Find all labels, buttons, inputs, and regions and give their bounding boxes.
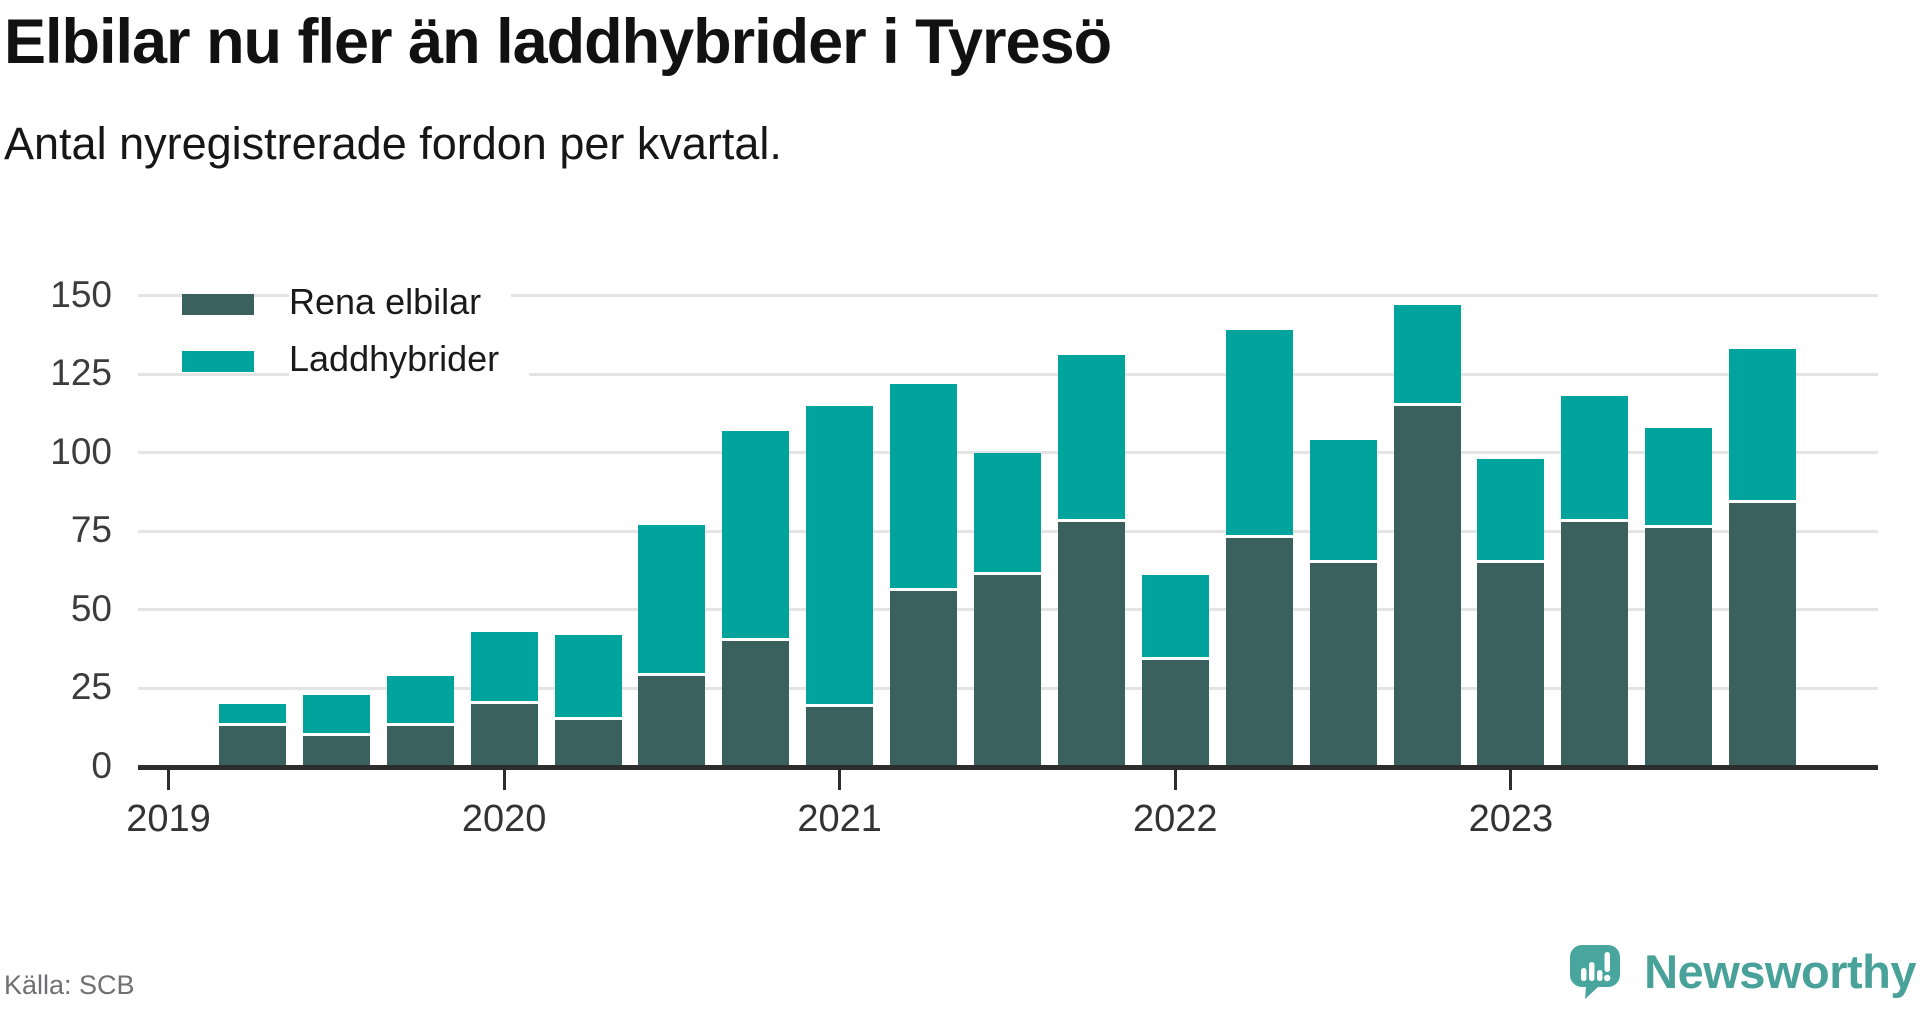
y-axis-label-100: 100 (50, 430, 112, 472)
bar-segment-rena-elbilar (1225, 537, 1293, 770)
bar-segment-rena-elbilar (1309, 562, 1377, 770)
bar-segment-laddhybrider (1393, 304, 1461, 406)
bar-segment-rena-elbilar (218, 726, 286, 770)
bar-segment-rena-elbilar (386, 726, 454, 770)
x-axis-tick-2023 (1509, 770, 1513, 790)
bar-segment-laddhybrider (1309, 440, 1377, 563)
legend-label: Laddhybrider (289, 336, 530, 386)
x-axis-label-2020: 2020 (461, 798, 547, 840)
legend-swatch-dark (182, 293, 254, 315)
bar-segment-laddhybrider (974, 452, 1041, 576)
bar-segment-laddhybrider (890, 383, 958, 591)
bar-segment-laddhybrider (218, 704, 286, 727)
bar-segment-rena-elbilar (302, 735, 370, 770)
source-credit: Källa: SCB (4, 970, 135, 1000)
bar-segment-rena-elbilar (974, 575, 1041, 770)
bar-segment-laddhybrider (1477, 458, 1545, 563)
x-axis-tick-2022 (1173, 770, 1177, 790)
bar-segment-rena-elbilar (1729, 502, 1797, 770)
bar-segment-rena-elbilar (470, 704, 538, 770)
bar-segment-laddhybrider (1141, 575, 1209, 661)
bar-segment-laddhybrider (470, 631, 538, 705)
bar-segment-laddhybrider (1225, 330, 1293, 538)
x-axis-tick-2019 (167, 770, 170, 790)
bar-segment-laddhybrider (302, 694, 370, 736)
bar-segment-rena-elbilar (1561, 521, 1629, 770)
page-title: Elbilar nu fler än laddhybrider i Tyresö (4, 7, 1112, 77)
page-subtitle: Antal nyregistrerade fordon per kvartal. (4, 118, 782, 169)
newsworthy-bubble-icon (1570, 944, 1621, 999)
bar-segment-rena-elbilar (554, 719, 622, 770)
y-axis-label-0: 0 (91, 745, 112, 786)
y-axis-label-125: 125 (50, 352, 112, 394)
x-axis-line (138, 765, 1878, 770)
x-axis-label-2019: 2019 (126, 798, 211, 840)
bar-segment-rena-elbilar (638, 675, 706, 770)
bar-segment-laddhybrider (722, 430, 790, 642)
bar-segment-laddhybrider (806, 405, 874, 708)
gridline-125 (138, 372, 1878, 376)
bar-segment-rena-elbilar (1477, 562, 1545, 770)
bar-segment-rena-elbilar (890, 590, 958, 770)
bar-segment-rena-elbilar (806, 707, 874, 770)
newsworthy-wordmark: Newsworthy (1644, 945, 1916, 998)
legend-item-laddhybrider: Laddhybrider (182, 336, 530, 386)
bar-segment-laddhybrider (1729, 348, 1797, 503)
y-axis-label-150: 150 (50, 273, 112, 315)
y-axis-label-75: 75 (70, 509, 112, 551)
x-axis-label-2022: 2022 (1133, 798, 1218, 840)
y-axis-label-50: 50 (70, 587, 112, 629)
legend-label: Rena elbilar (289, 279, 512, 329)
bar-segment-rena-elbilar (1141, 660, 1209, 770)
bar-segment-rena-elbilar (722, 641, 790, 770)
bar-segment-laddhybrider (1057, 355, 1125, 522)
bar-segment-laddhybrider (1645, 427, 1713, 529)
bar-segment-laddhybrider (1561, 396, 1629, 522)
bar-segment-rena-elbilar (1645, 528, 1713, 770)
legend-item-rena-elbilar: Rena elbilar (182, 279, 512, 329)
x-axis-label-2021: 2021 (797, 798, 882, 840)
y-axis-label-25: 25 (70, 666, 112, 708)
x-axis-label-2023: 2023 (1468, 798, 1554, 840)
x-axis-tick-2020 (502, 770, 506, 790)
bar-segment-rena-elbilar (1057, 521, 1125, 770)
newsworthy-logo: Newsworthy (1570, 944, 1916, 999)
gridline-150 (138, 294, 1878, 298)
bar-segment-laddhybrider (554, 634, 622, 720)
bar-segment-laddhybrider (386, 675, 454, 727)
bar-segment-rena-elbilar (1393, 405, 1461, 770)
bar-segment-laddhybrider (638, 524, 706, 676)
x-axis-tick-2021 (838, 770, 842, 790)
legend-swatch-teal (182, 350, 254, 372)
